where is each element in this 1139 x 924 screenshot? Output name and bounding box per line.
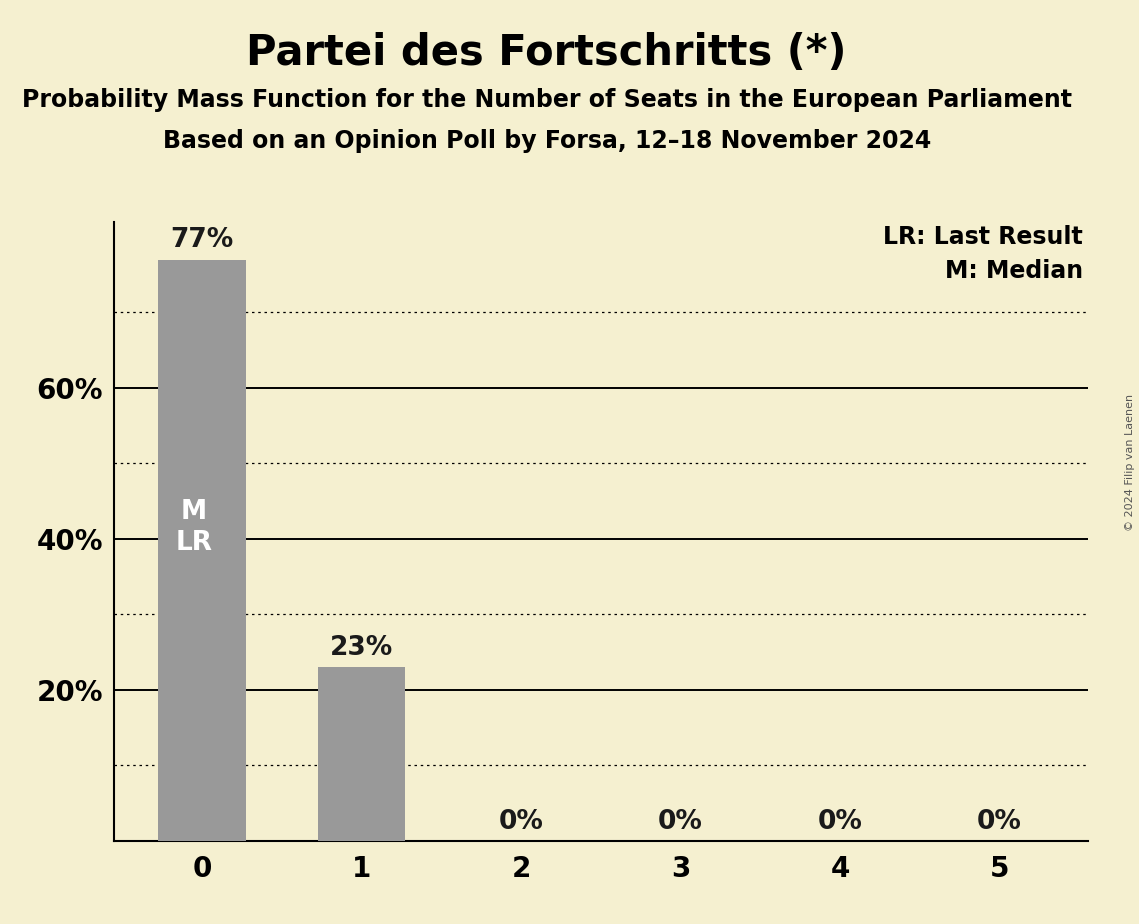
Text: 0%: 0% [658, 808, 703, 834]
Text: Probability Mass Function for the Number of Seats in the European Parliament: Probability Mass Function for the Number… [22, 88, 1072, 112]
Text: LR: Last Result: LR: Last Result [883, 225, 1083, 249]
Text: M: M [181, 500, 207, 526]
Bar [158, 260, 246, 841]
Text: M: Median: M: Median [944, 259, 1083, 283]
Text: 0%: 0% [977, 808, 1022, 834]
Text: LR: LR [175, 529, 213, 555]
Text: 0%: 0% [818, 808, 862, 834]
Bar [318, 667, 405, 841]
Text: 0%: 0% [499, 808, 543, 834]
Text: © 2024 Filip van Laenen: © 2024 Filip van Laenen [1125, 394, 1134, 530]
Text: Partei des Fortschritts (*): Partei des Fortschritts (*) [246, 32, 847, 74]
Text: Based on an Opinion Poll by Forsa, 12–18 November 2024: Based on an Opinion Poll by Forsa, 12–18… [163, 129, 931, 153]
Text: 23%: 23% [330, 635, 393, 662]
Text: 77%: 77% [171, 227, 233, 253]
